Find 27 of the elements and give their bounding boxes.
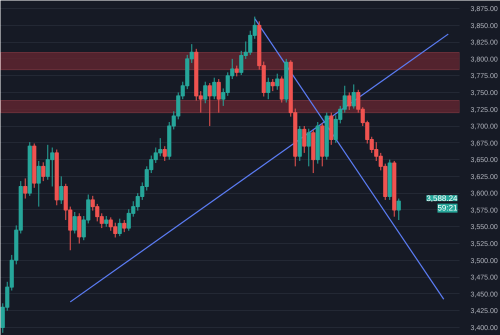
candlestick [396, 198, 401, 221]
candlestick [77, 212, 82, 244]
annotation: 3,588.24 [426, 194, 458, 204]
candlestick [208, 82, 212, 127]
candlestick [352, 84, 356, 110]
candlestick [59, 176, 64, 204]
candlestick [266, 77, 270, 100]
candlestick [306, 128, 311, 167]
candlestick [302, 126, 306, 154]
candlestick [347, 92, 352, 110]
candlestick [72, 211, 77, 234]
candlestick [212, 77, 216, 100]
candlestick [162, 146, 167, 162]
candlestick [234, 65, 239, 77]
candlestick [275, 73, 280, 90]
candlestick [270, 78, 275, 92]
candlestick [203, 81, 208, 104]
candlestick [216, 78, 221, 114]
candlestick [329, 112, 334, 146]
candlestick [23, 178, 28, 200]
candlestick [280, 76, 284, 104]
candlestick [36, 160, 41, 208]
candlestick [41, 162, 46, 182]
annotation: 59:21 [437, 204, 458, 213]
candlestick [122, 220, 126, 233]
candlestick [104, 216, 108, 228]
candlestick [118, 218, 122, 237]
